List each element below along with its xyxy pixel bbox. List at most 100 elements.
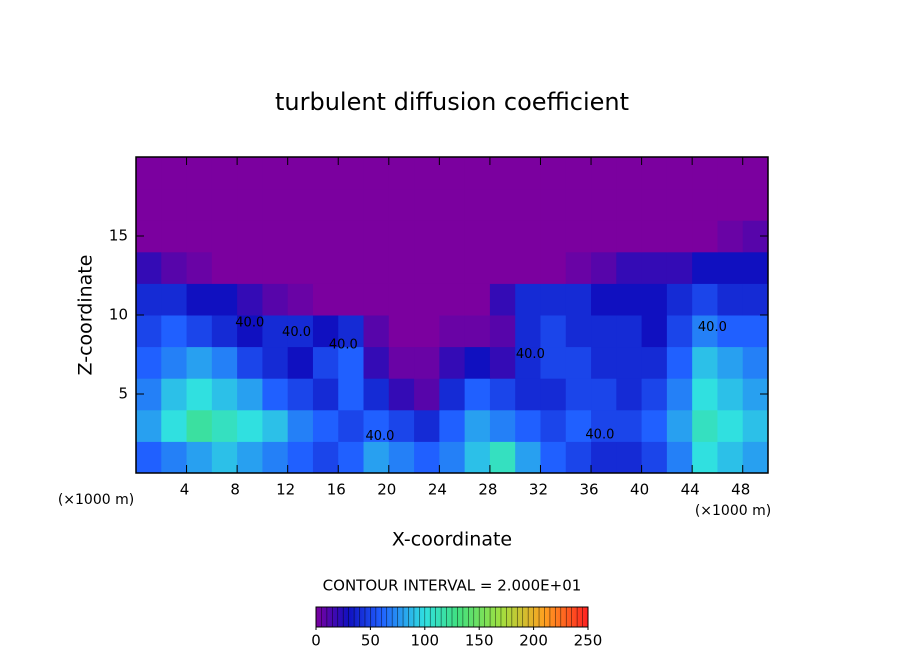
colorbar-tick-label: 50	[361, 632, 380, 650]
heat-cell	[363, 378, 390, 411]
heat-cell	[312, 346, 339, 379]
heat-cell	[186, 157, 213, 190]
heat-cell	[414, 188, 440, 221]
heat-cell	[666, 346, 693, 379]
heat-cell	[312, 378, 339, 411]
heat-cell	[489, 157, 516, 190]
heat-cell	[616, 378, 643, 411]
heat-cell	[489, 251, 516, 284]
heat-cell	[666, 283, 693, 316]
heat-cell	[388, 441, 415, 474]
heat-cell	[186, 188, 213, 221]
heat-cell	[565, 409, 592, 442]
heat-cell	[211, 409, 238, 442]
heat-cell	[388, 283, 415, 316]
x-tick-label: 8	[230, 481, 240, 499]
colorbar-tick-label: 250	[574, 632, 603, 650]
heat-cell	[414, 346, 440, 379]
x-tick-label: 36	[579, 481, 598, 499]
heat-cell	[692, 346, 718, 379]
heat-cell	[237, 220, 263, 253]
heat-cell	[186, 346, 213, 379]
heat-cell	[136, 346, 162, 379]
heat-cell	[540, 251, 567, 284]
heat-cell	[489, 378, 516, 411]
heat-cell	[287, 315, 314, 348]
heat-cell	[439, 220, 466, 253]
heat-cell	[489, 283, 516, 316]
heat-cell	[464, 251, 491, 284]
heat-cell	[136, 441, 162, 474]
heat-cell	[641, 346, 668, 379]
heat-cell	[692, 315, 718, 348]
heat-cell	[186, 251, 213, 284]
heat-cell	[262, 251, 289, 284]
heat-cell	[540, 441, 567, 474]
heat-cell	[616, 283, 643, 316]
heat-cell	[717, 346, 744, 379]
heat-cell	[565, 346, 592, 379]
heat-cell	[211, 251, 238, 284]
contour-label: 40.0	[282, 325, 311, 340]
heat-cell	[591, 346, 617, 379]
heat-cell	[338, 157, 365, 190]
heat-cell	[591, 409, 617, 442]
heat-cell	[161, 346, 188, 379]
heat-cell	[666, 441, 693, 474]
heat-cell	[161, 157, 188, 190]
heat-cell	[414, 157, 440, 190]
x-tick-label: 48	[731, 481, 750, 499]
heat-cell	[742, 409, 769, 442]
heat-cell	[287, 283, 314, 316]
heat-cell	[464, 409, 491, 442]
heat-cell	[287, 441, 314, 474]
heat-cell	[616, 346, 643, 379]
x-axis-label: X-coordinate	[392, 529, 512, 551]
heat-cell	[666, 409, 693, 442]
heat-cell	[211, 283, 238, 316]
heat-cell	[262, 157, 289, 190]
heat-cell	[237, 251, 263, 284]
heat-cell	[287, 220, 314, 253]
heat-cell	[565, 441, 592, 474]
heat-cell	[312, 315, 339, 348]
heat-cell	[161, 409, 188, 442]
heat-cell	[363, 220, 390, 253]
heat-cell	[641, 441, 668, 474]
heat-cell	[338, 409, 365, 442]
heat-cell	[540, 283, 567, 316]
heat-cell	[211, 378, 238, 411]
heat-cell	[742, 188, 769, 221]
heat-cell	[692, 409, 718, 442]
heat-cell	[414, 220, 440, 253]
heat-cell	[186, 441, 213, 474]
heat-cell	[414, 315, 440, 348]
contour-label: 40.0	[698, 320, 727, 335]
heat-cell	[262, 188, 289, 221]
x-tick-label: 4	[180, 481, 190, 499]
heat-cell	[388, 315, 415, 348]
x-tick-label: 40	[630, 481, 649, 499]
heat-cell	[211, 315, 238, 348]
heat-cell	[489, 188, 516, 221]
heat-cell	[439, 188, 466, 221]
heat-cell	[262, 315, 289, 348]
heat-cell	[489, 441, 516, 474]
heat-cell	[237, 315, 263, 348]
heat-cell	[338, 220, 365, 253]
heat-cell	[262, 220, 289, 253]
heat-cell	[692, 157, 718, 190]
heat-cell	[616, 409, 643, 442]
heat-cell	[692, 378, 718, 411]
heat-cell	[211, 157, 238, 190]
heat-cell	[439, 346, 466, 379]
heat-cell	[717, 157, 744, 190]
x-tick-label: 12	[276, 481, 295, 499]
heat-cell	[515, 251, 541, 284]
heat-cell	[489, 346, 516, 379]
x-tick-label: 16	[327, 481, 346, 499]
heat-cell	[211, 441, 238, 474]
heat-cell	[616, 251, 643, 284]
heat-cell	[540, 409, 567, 442]
